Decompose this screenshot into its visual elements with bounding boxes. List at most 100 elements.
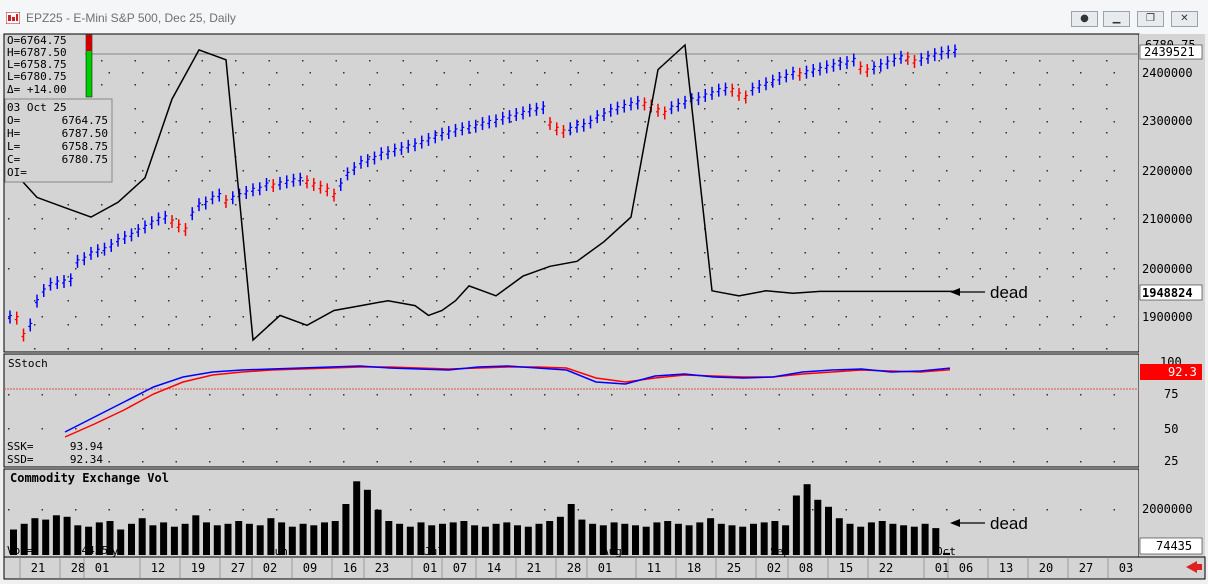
grid-dot [503,348,505,350]
grid-dot [101,324,103,326]
grid-dot [771,228,773,230]
grid-dot [711,72,713,74]
grid-dot [644,218,646,220]
dead-arrow-head-icon [950,519,960,527]
grid-dot [436,252,438,254]
grid-dot [1106,60,1108,62]
close-button[interactable]: ✕ [1171,11,1198,27]
grid-dot [711,316,713,318]
grid-dot [771,84,773,86]
bar-info-low-value: 6758.75 [62,140,108,153]
grid-dot [603,228,605,230]
grid-dot [1106,348,1108,350]
grid-dot [879,316,881,318]
grid-dot [804,156,806,158]
grid-dot [201,204,203,206]
grid-dot [570,108,572,110]
ssd-value: 92.34 [70,453,103,466]
grid-dot [1039,300,1041,302]
grid-dot [335,300,337,302]
grid-dot [704,60,706,62]
grid-dot [972,156,974,158]
restore-button[interactable]: ❐ [1137,11,1164,27]
grid-dot [678,428,680,430]
grid-dot [376,428,378,430]
scroll-left-arrow-tail[interactable] [1196,564,1202,570]
grid-dot [268,252,270,254]
oi-label: 2439521 [1144,45,1195,59]
grid-dot [302,252,304,254]
grid-dot [402,108,404,110]
grid-dot [503,324,505,326]
grid-dot [335,204,337,206]
grid-dot [402,84,404,86]
grid-dot [134,108,136,110]
grid-dot [168,84,170,86]
volume-bar [589,523,597,555]
grid-dot [544,394,546,396]
grid-dot [812,461,814,463]
grid-dot [704,204,706,206]
grid-dot [704,348,706,350]
grid-dot [611,461,613,463]
grid-dot [242,316,244,318]
volume-bar [803,484,811,555]
grid-dot [201,84,203,86]
scroll-left-arrow-icon[interactable] [1186,561,1197,573]
grid-dot [276,394,278,396]
grid-dot [670,180,672,182]
grid-dot [201,348,203,350]
x-axis-day-label: 01 [423,561,437,575]
grid-dot [637,84,639,86]
grid-dot [335,132,337,134]
x-axis-day-label: 18 [687,561,701,575]
grid-dot [838,156,840,158]
grid-dot [1106,108,1108,110]
title-bar[interactable]: EPZ25 - E-Mini S&P 500, Dec 25, Daily ● … [0,0,1208,34]
volume-bar [299,523,307,555]
grid-dot [443,509,445,511]
grid-dot [711,268,713,270]
grid-dot [134,180,136,182]
grid-dot [309,428,311,430]
grid-dot [804,324,806,326]
grid-dot [477,268,479,270]
x-axis-day-label: 28 [71,561,85,575]
volume-bar [556,516,564,556]
grid-dot [1072,84,1074,86]
ssk-line [64,365,951,433]
grid-dot [670,276,672,278]
grid-dot [209,121,211,123]
grid-dot [101,300,103,302]
grid-dot [745,72,747,74]
volume-bar [707,518,715,555]
grid-dot [34,252,36,254]
stoch-last-tag [1140,364,1202,380]
volume-bar [867,522,875,555]
grid-dot [477,170,479,172]
ssk-value: 93.94 [70,440,103,453]
grid-dot [268,300,270,302]
circle-button[interactable]: ● [1071,11,1098,27]
x-axis-day-label: 16 [343,561,357,575]
grid-dot [972,228,974,230]
volume-bar [203,522,210,555]
grid-dot [201,252,203,254]
grid-dot [1080,170,1082,172]
grid-dot [309,72,311,74]
grid-dot [503,228,505,230]
grid-dot [335,324,337,326]
x-axis-day-label: 20 [1039,561,1053,575]
volume-bar [739,526,747,555]
grid-dot [536,204,538,206]
volume-bar [278,522,286,555]
grid-dot [302,276,304,278]
x-axis-day-label: 25 [727,561,741,575]
grid-dot [41,428,43,430]
minimize-button[interactable]: ▁ [1103,11,1130,27]
bar-info-close-label: C= [7,153,21,166]
grid-dot [804,84,806,86]
grid-dot [410,461,412,463]
grid-dot [845,509,847,511]
grid-dot [8,316,10,318]
